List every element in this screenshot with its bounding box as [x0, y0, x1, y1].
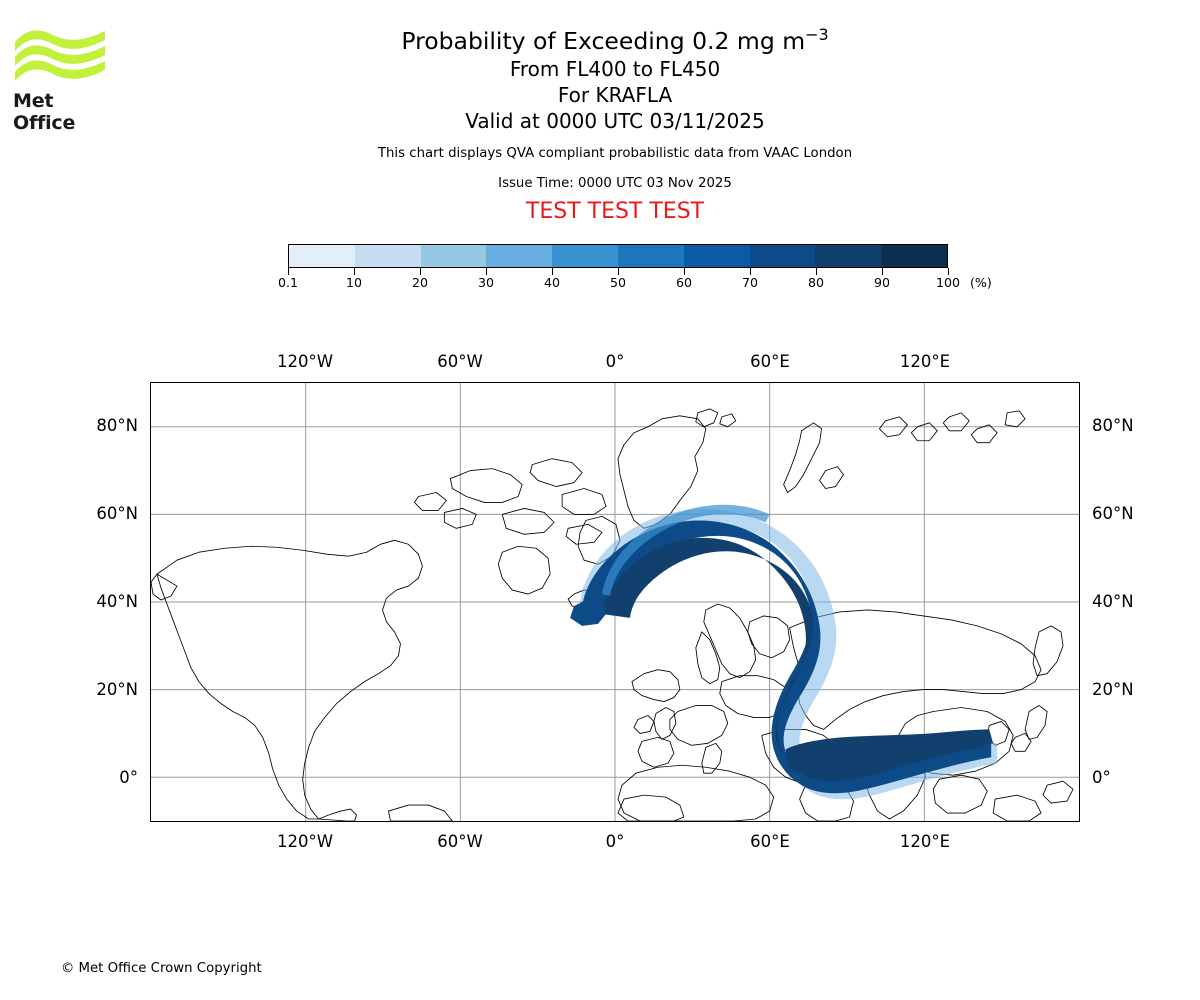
lat-label-left-20°N: 20°N: [96, 680, 138, 699]
copyright-footer: © Met Office Crown Copyright: [61, 961, 262, 976]
lon-label-bottom-60°E: 60°E: [750, 832, 790, 851]
lat-label-left-80°N: 80°N: [96, 416, 138, 435]
volcano-subtitle: For KRAFLA: [557, 83, 673, 107]
colorbar-band-7: [749, 245, 816, 267]
colorbar-tick-label-80: 80: [807, 275, 825, 290]
chart-title-block: Probability of Exceeding 0.2 mg m−3 From…: [150, 26, 1080, 225]
colorbar-tick-10: [353, 268, 355, 275]
colorbar-tick-50: [617, 268, 619, 275]
colorbar-tick-40: [551, 268, 553, 275]
main-title-text: Probability of Exceeding 0.2 mg m: [401, 27, 806, 55]
colorbar-tick-labels: 0.1 10 20 30 40 50 60 70 80 90 100: [278, 275, 960, 293]
lat-label-right-40°N: 40°N: [1092, 592, 1134, 611]
colorbar-tick-90: [881, 268, 883, 275]
colorbar-ticks: [287, 268, 949, 275]
probability-colorbar: 0.1 10 20 30 40 50 60 70 80 90 100 (%): [278, 244, 992, 293]
lon-label-top-120°E: 120°E: [899, 352, 951, 371]
colorbar-band-8: [815, 245, 882, 267]
lat-label-left-0°: 0°: [119, 768, 138, 787]
issue-time-text: Issue Time: 0000 UTC 03 Nov 2025: [498, 176, 732, 191]
ash-plume-contours: [570, 504, 998, 800]
colorbar-tick-80: [815, 268, 817, 275]
colorbar-band-2: [420, 245, 487, 267]
colorbar-tick-label-20: 20: [411, 275, 429, 290]
map-canvas: [151, 383, 1079, 821]
colorbar-band-0: [289, 245, 355, 267]
colorbar-tick-60: [683, 268, 685, 275]
met-office-wave-icon: [15, 30, 105, 81]
lat-label-left-60°N: 60°N: [96, 504, 138, 523]
lat-label-right-20°N: 20°N: [1092, 680, 1134, 699]
colorbar-tick-20: [419, 268, 421, 275]
lon-label-top-60°W: 60°W: [437, 352, 483, 371]
colorbar-tick-label-60: 60: [675, 275, 693, 290]
colorbar-band-9: [881, 245, 947, 267]
main-title-exponent: −3: [805, 25, 829, 45]
colorbar-tick-label-40: 40: [543, 275, 561, 290]
colorbar-tick-0.1: [287, 268, 289, 275]
lon-label-bottom-120°W: 120°W: [276, 832, 334, 851]
colorbar-band-1: [354, 245, 421, 267]
map-frame: [150, 382, 1080, 822]
lat-label-left-40°N: 40°N: [96, 592, 138, 611]
colorbar-tick-label-10: 10: [345, 275, 363, 290]
colorbar-tick-label-90: 90: [873, 275, 891, 290]
test-banner: TEST TEST TEST: [525, 199, 705, 224]
colorbar-tick-label-70: 70: [741, 275, 759, 290]
map-panel: 120°W 120°W 60°W 60°W 0° 0° 60°E 60°E 120°E 120°E…: [96, 352, 1133, 851]
colorbar-tick-label-100: 100: [935, 275, 961, 290]
lon-label-bottom-60°W: 60°W: [437, 832, 483, 851]
page-title: Probability of Exceeding 0.2 mg m−3: [150, 26, 1080, 56]
met-office-logo: Met Office: [13, 26, 113, 134]
met-office-wordmark: Met Office: [13, 90, 76, 134]
lon-label-top-120°W: 120°W: [276, 352, 334, 371]
colorbar-tick-70: [749, 268, 751, 275]
colorbar-tick-label-30: 30: [477, 275, 495, 290]
colorbar-unit-label: (%): [970, 275, 992, 290]
lat-label-right-60°N: 60°N: [1092, 504, 1134, 523]
colorbar-gradient: [288, 244, 948, 268]
lon-label-bottom-0°: 0°: [605, 832, 625, 851]
valid-time-subtitle: Valid at 0000 UTC 03/11/2025: [465, 109, 765, 133]
colorbar-band-6: [683, 245, 750, 267]
colorbar-band-3: [486, 245, 553, 267]
lon-label-top-0°: 0°: [605, 352, 625, 371]
lat-label-right-0°: 0°: [1092, 768, 1111, 787]
colorbar-tick-label-0.1: 0.1: [277, 275, 299, 290]
colorbar-tick-100: [947, 268, 949, 275]
colorbar-tick-30: [485, 268, 487, 275]
lon-label-bottom-120°E: 120°E: [899, 832, 951, 851]
lon-label-top-60°E: 60°E: [750, 352, 790, 371]
flight-level-subtitle: From FL400 to FL450: [509, 57, 721, 81]
disclaimer-text: This chart displays QVA compliant probab…: [377, 146, 853, 161]
lat-label-right-80°N: 80°N: [1092, 416, 1134, 435]
colorbar-band-5: [617, 245, 684, 267]
colorbar-tick-label-50: 50: [609, 275, 627, 290]
colorbar-band-4: [552, 245, 618, 267]
